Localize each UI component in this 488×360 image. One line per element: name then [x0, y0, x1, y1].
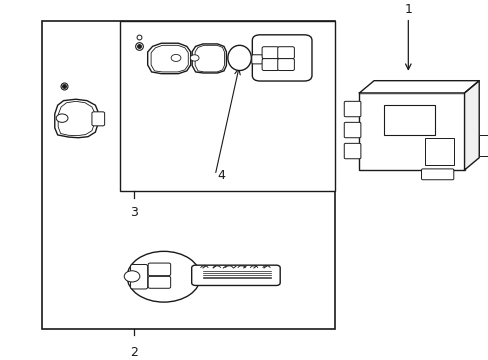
FancyBboxPatch shape [251, 55, 262, 64]
Polygon shape [151, 45, 188, 72]
FancyBboxPatch shape [191, 265, 280, 285]
FancyBboxPatch shape [277, 59, 294, 71]
Ellipse shape [127, 251, 200, 302]
FancyBboxPatch shape [421, 169, 453, 180]
FancyBboxPatch shape [148, 263, 170, 276]
FancyBboxPatch shape [130, 265, 147, 289]
Bar [359, 93, 464, 170]
Text: 2: 2 [130, 346, 138, 359]
Ellipse shape [227, 45, 251, 71]
Circle shape [56, 114, 68, 122]
Bar [120, 21, 334, 191]
Polygon shape [464, 81, 478, 170]
FancyBboxPatch shape [344, 101, 360, 117]
Circle shape [171, 54, 181, 62]
FancyBboxPatch shape [148, 276, 170, 288]
FancyBboxPatch shape [344, 122, 360, 138]
Circle shape [124, 271, 140, 282]
Polygon shape [147, 43, 190, 74]
Polygon shape [55, 99, 98, 138]
Polygon shape [359, 81, 478, 93]
FancyBboxPatch shape [262, 59, 278, 71]
Text: 4: 4 [217, 169, 225, 182]
Text: 3: 3 [130, 206, 138, 219]
Polygon shape [195, 45, 224, 72]
FancyBboxPatch shape [252, 35, 311, 81]
Bar [41, 21, 334, 329]
Bar [425, 139, 453, 165]
FancyBboxPatch shape [277, 47, 294, 59]
Circle shape [190, 55, 199, 61]
Text: 1: 1 [404, 3, 411, 16]
Polygon shape [58, 101, 94, 136]
Bar [478, 135, 488, 156]
FancyBboxPatch shape [344, 143, 360, 159]
FancyBboxPatch shape [262, 47, 278, 59]
Bar [383, 105, 434, 135]
FancyBboxPatch shape [92, 112, 104, 126]
Polygon shape [192, 44, 226, 73]
